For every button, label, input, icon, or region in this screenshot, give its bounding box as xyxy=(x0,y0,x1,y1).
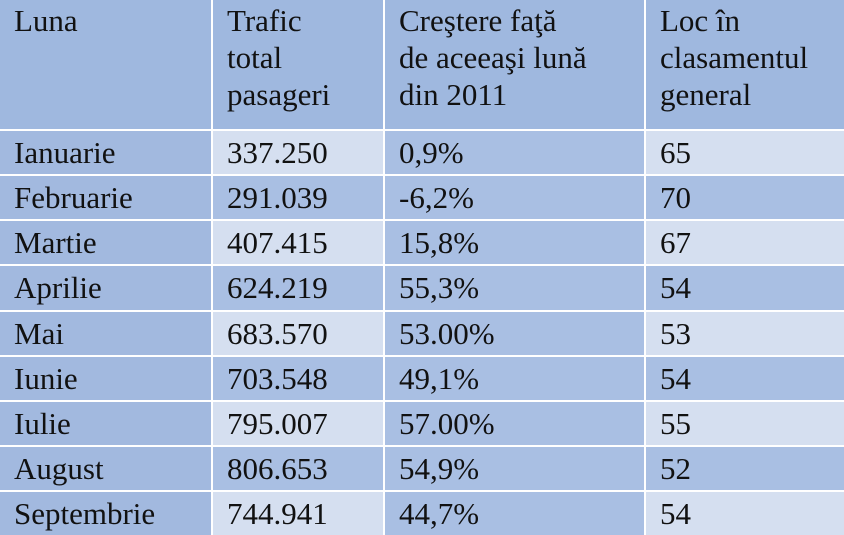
table-row: Iunie 703.548 49,1% 54 xyxy=(0,354,844,402)
table-row: August 806.653 54,9% 52 xyxy=(0,444,844,492)
value-cell: 49,1% xyxy=(383,354,646,402)
value-cell: 703.548 xyxy=(211,354,385,402)
month-cell: Iunie xyxy=(0,354,213,402)
header-cell: Luna xyxy=(0,0,213,132)
header-line: general xyxy=(660,77,752,112)
value-cell: 337.250 xyxy=(211,129,385,177)
value-cell: 806.653 xyxy=(211,444,385,492)
header-line: Creştere faţă xyxy=(399,3,557,38)
value-cell: 53.00% xyxy=(383,309,646,357)
table-row: Martie 407.415 15,8% 67 xyxy=(0,219,844,267)
value-cell: 53 xyxy=(644,309,844,357)
value-cell: 55 xyxy=(644,399,844,447)
value-cell: 407.415 xyxy=(211,219,385,267)
header-row: Luna Trafic total pasageri Creştere faţă de a… xyxy=(0,0,844,132)
header-line: de aceeaşi lună xyxy=(399,40,587,75)
header-cell: Trafic total pasageri xyxy=(211,0,385,132)
month-cell: Aprilie xyxy=(0,264,213,312)
table-row: Ianuarie 337.250 0,9% 65 xyxy=(0,129,844,177)
value-cell: 795.007 xyxy=(211,399,385,447)
value-cell: 65 xyxy=(644,129,844,177)
month-cell: Iulie xyxy=(0,399,213,447)
header-line: total xyxy=(227,40,283,75)
month-cell: Mai xyxy=(0,309,213,357)
value-cell: 15,8% xyxy=(383,219,646,267)
month-cell: August xyxy=(0,444,213,492)
header-line: Trafic xyxy=(227,3,302,38)
table-row: Iulie 795.007 57.00% 55 xyxy=(0,399,844,447)
month-cell: Septembrie xyxy=(0,489,213,535)
value-cell: 683.570 xyxy=(211,309,385,357)
value-cell: 624.219 xyxy=(211,264,385,312)
value-cell: 44,7% xyxy=(383,489,646,535)
month-cell: Martie xyxy=(0,219,213,267)
header-cell: Loc în clasamentul general xyxy=(644,0,844,132)
value-cell: 67 xyxy=(644,219,844,267)
value-cell: 52 xyxy=(644,444,844,492)
value-cell: 291.039 xyxy=(211,174,385,222)
value-cell: -6,2% xyxy=(383,174,646,222)
header-line: din 2011 xyxy=(399,77,508,112)
month-cell: Februarie xyxy=(0,174,213,222)
table-row: Mai 683.570 53.00% 53 xyxy=(0,309,844,357)
table-row: Septembrie 744.941 44,7% 54 xyxy=(0,489,844,535)
value-cell: 54 xyxy=(644,489,844,535)
value-cell: 0,9% xyxy=(383,129,646,177)
value-cell: 54 xyxy=(644,264,844,312)
header-line: Luna xyxy=(14,3,78,38)
value-cell: 744.941 xyxy=(211,489,385,535)
header-line: pasageri xyxy=(227,77,331,112)
value-cell: 54,9% xyxy=(383,444,646,492)
table-row: Februarie 291.039 -6,2% 70 xyxy=(0,174,844,222)
value-cell: 70 xyxy=(644,174,844,222)
value-cell: 54 xyxy=(644,354,844,402)
table-row: Aprilie 624.219 55,3% 54 xyxy=(0,264,844,312)
header-line: clasamentul xyxy=(660,40,809,75)
value-cell: 57.00% xyxy=(383,399,646,447)
value-cell: 55,3% xyxy=(383,264,646,312)
month-cell: Ianuarie xyxy=(0,129,213,177)
header-line: Loc în xyxy=(660,3,741,38)
header-cell: Creştere faţă de aceeaşi lună din 2011 xyxy=(383,0,646,132)
